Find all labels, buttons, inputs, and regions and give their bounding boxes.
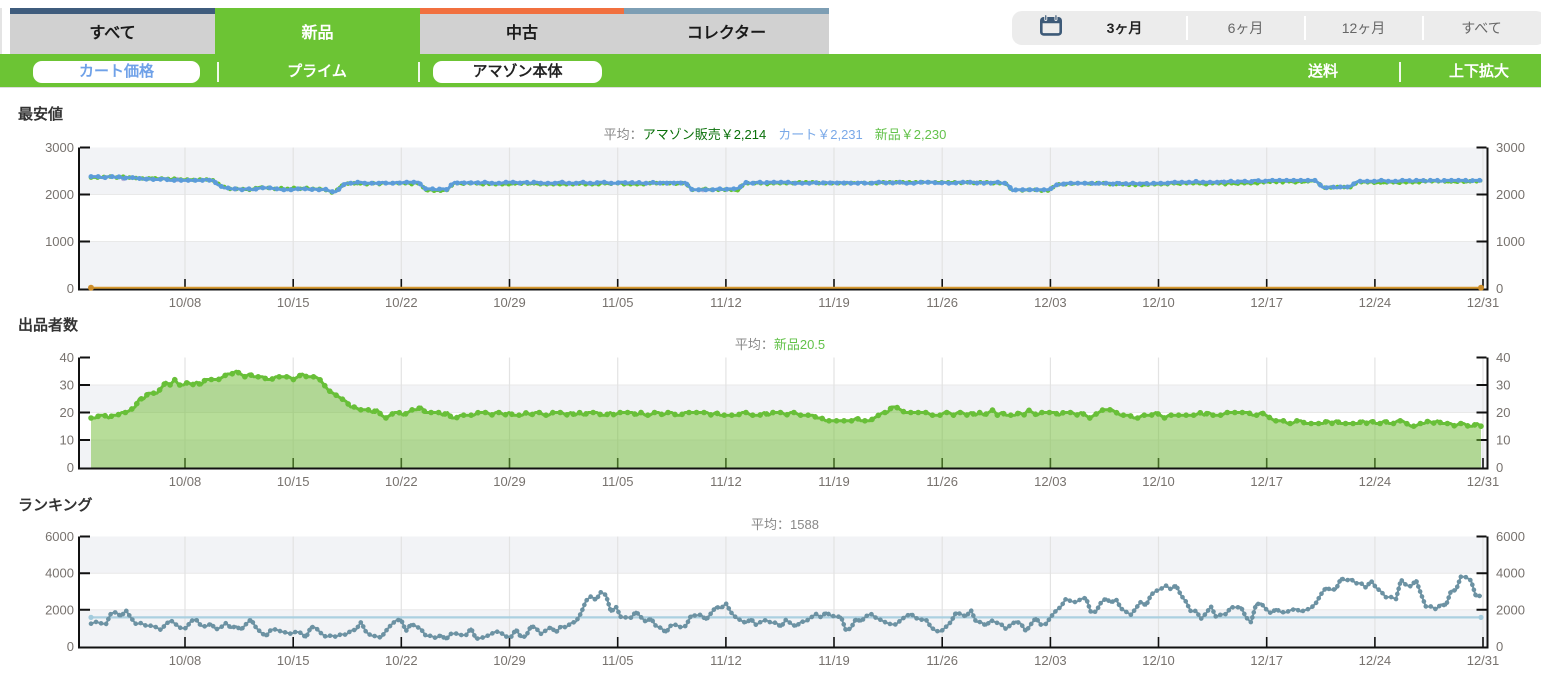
svg-text:ランキング: ランキング — [18, 496, 93, 514]
svg-text:10/29: 10/29 — [493, 295, 526, 310]
svg-text:0: 0 — [1496, 281, 1503, 296]
svg-text:11/12: 11/12 — [710, 653, 742, 668]
svg-text:平均：新品20.5: 平均：新品20.5 — [735, 337, 825, 352]
svg-text:11/26: 11/26 — [926, 653, 958, 668]
svg-text:11/05: 11/05 — [602, 474, 634, 489]
svg-text:12/10: 12/10 — [1142, 653, 1175, 668]
svg-text:12/31: 12/31 — [1467, 474, 1500, 489]
svg-text:6000: 6000 — [1496, 529, 1525, 544]
svg-text:3000: 3000 — [45, 140, 74, 155]
svg-text:11/05: 11/05 — [602, 295, 634, 310]
svg-text:2000: 2000 — [1496, 602, 1525, 617]
svg-text:0: 0 — [67, 281, 74, 296]
svg-text:12/17: 12/17 — [1250, 295, 1283, 310]
svg-text:12/31: 12/31 — [1467, 653, 1500, 668]
svg-text:6000: 6000 — [45, 529, 74, 544]
svg-text:10/08: 10/08 — [169, 653, 202, 668]
svg-text:1000: 1000 — [45, 234, 74, 249]
svg-text:最安値: 最安値 — [18, 105, 63, 123]
svg-text:12/03: 12/03 — [1034, 474, 1067, 489]
svg-text:11/19: 11/19 — [818, 295, 850, 310]
svg-text:12/03: 12/03 — [1034, 295, 1067, 310]
svg-text:10/15: 10/15 — [277, 295, 310, 310]
svg-text:11/05: 11/05 — [602, 653, 634, 668]
svg-text:10/22: 10/22 — [385, 474, 418, 489]
svg-text:12/31: 12/31 — [1467, 295, 1500, 310]
svg-text:11/12: 11/12 — [710, 295, 742, 310]
svg-text:30: 30 — [1496, 378, 1510, 393]
svg-text:出品者数: 出品者数 — [18, 316, 79, 334]
svg-text:12/10: 12/10 — [1142, 295, 1175, 310]
svg-text:20: 20 — [1496, 405, 1510, 420]
svg-text:3000: 3000 — [1496, 140, 1525, 155]
svg-text:10/29: 10/29 — [493, 653, 526, 668]
svg-text:12/24: 12/24 — [1359, 653, 1392, 668]
svg-text:11/19: 11/19 — [818, 653, 850, 668]
svg-text:40: 40 — [60, 350, 74, 365]
svg-text:12/10: 12/10 — [1142, 474, 1175, 489]
svg-text:平均：1588: 平均：1588 — [751, 517, 819, 532]
svg-text:20: 20 — [60, 405, 74, 420]
svg-text:10/08: 10/08 — [169, 295, 202, 310]
svg-text:10/08: 10/08 — [169, 474, 202, 489]
svg-text:10/29: 10/29 — [493, 474, 526, 489]
svg-text:12/17: 12/17 — [1250, 653, 1283, 668]
svg-text:10/15: 10/15 — [277, 474, 310, 489]
svg-text:0: 0 — [1496, 460, 1503, 475]
svg-text:2000: 2000 — [45, 602, 74, 617]
svg-text:0: 0 — [67, 460, 74, 475]
svg-text:10/15: 10/15 — [277, 653, 310, 668]
svg-text:11/19: 11/19 — [818, 474, 850, 489]
svg-text:11/12: 11/12 — [710, 474, 742, 489]
svg-text:10/22: 10/22 — [385, 653, 418, 668]
svg-text:10: 10 — [60, 433, 74, 448]
svg-text:1000: 1000 — [1496, 234, 1525, 249]
svg-text:12/03: 12/03 — [1034, 653, 1067, 668]
svg-text:12/24: 12/24 — [1359, 295, 1392, 310]
svg-text:12/24: 12/24 — [1359, 474, 1392, 489]
svg-text:10/22: 10/22 — [385, 295, 418, 310]
svg-text:30: 30 — [60, 378, 74, 393]
svg-text:11/26: 11/26 — [926, 474, 958, 489]
svg-text:2000: 2000 — [1496, 187, 1525, 202]
svg-text:11/26: 11/26 — [926, 295, 958, 310]
svg-text:2000: 2000 — [45, 187, 74, 202]
svg-text:40: 40 — [1496, 350, 1510, 365]
svg-text:4000: 4000 — [1496, 566, 1525, 581]
svg-text:10: 10 — [1496, 433, 1510, 448]
svg-text:4000: 4000 — [45, 566, 74, 581]
svg-text:12/17: 12/17 — [1250, 474, 1283, 489]
svg-text:0: 0 — [67, 639, 74, 654]
svg-text:0: 0 — [1496, 639, 1503, 654]
